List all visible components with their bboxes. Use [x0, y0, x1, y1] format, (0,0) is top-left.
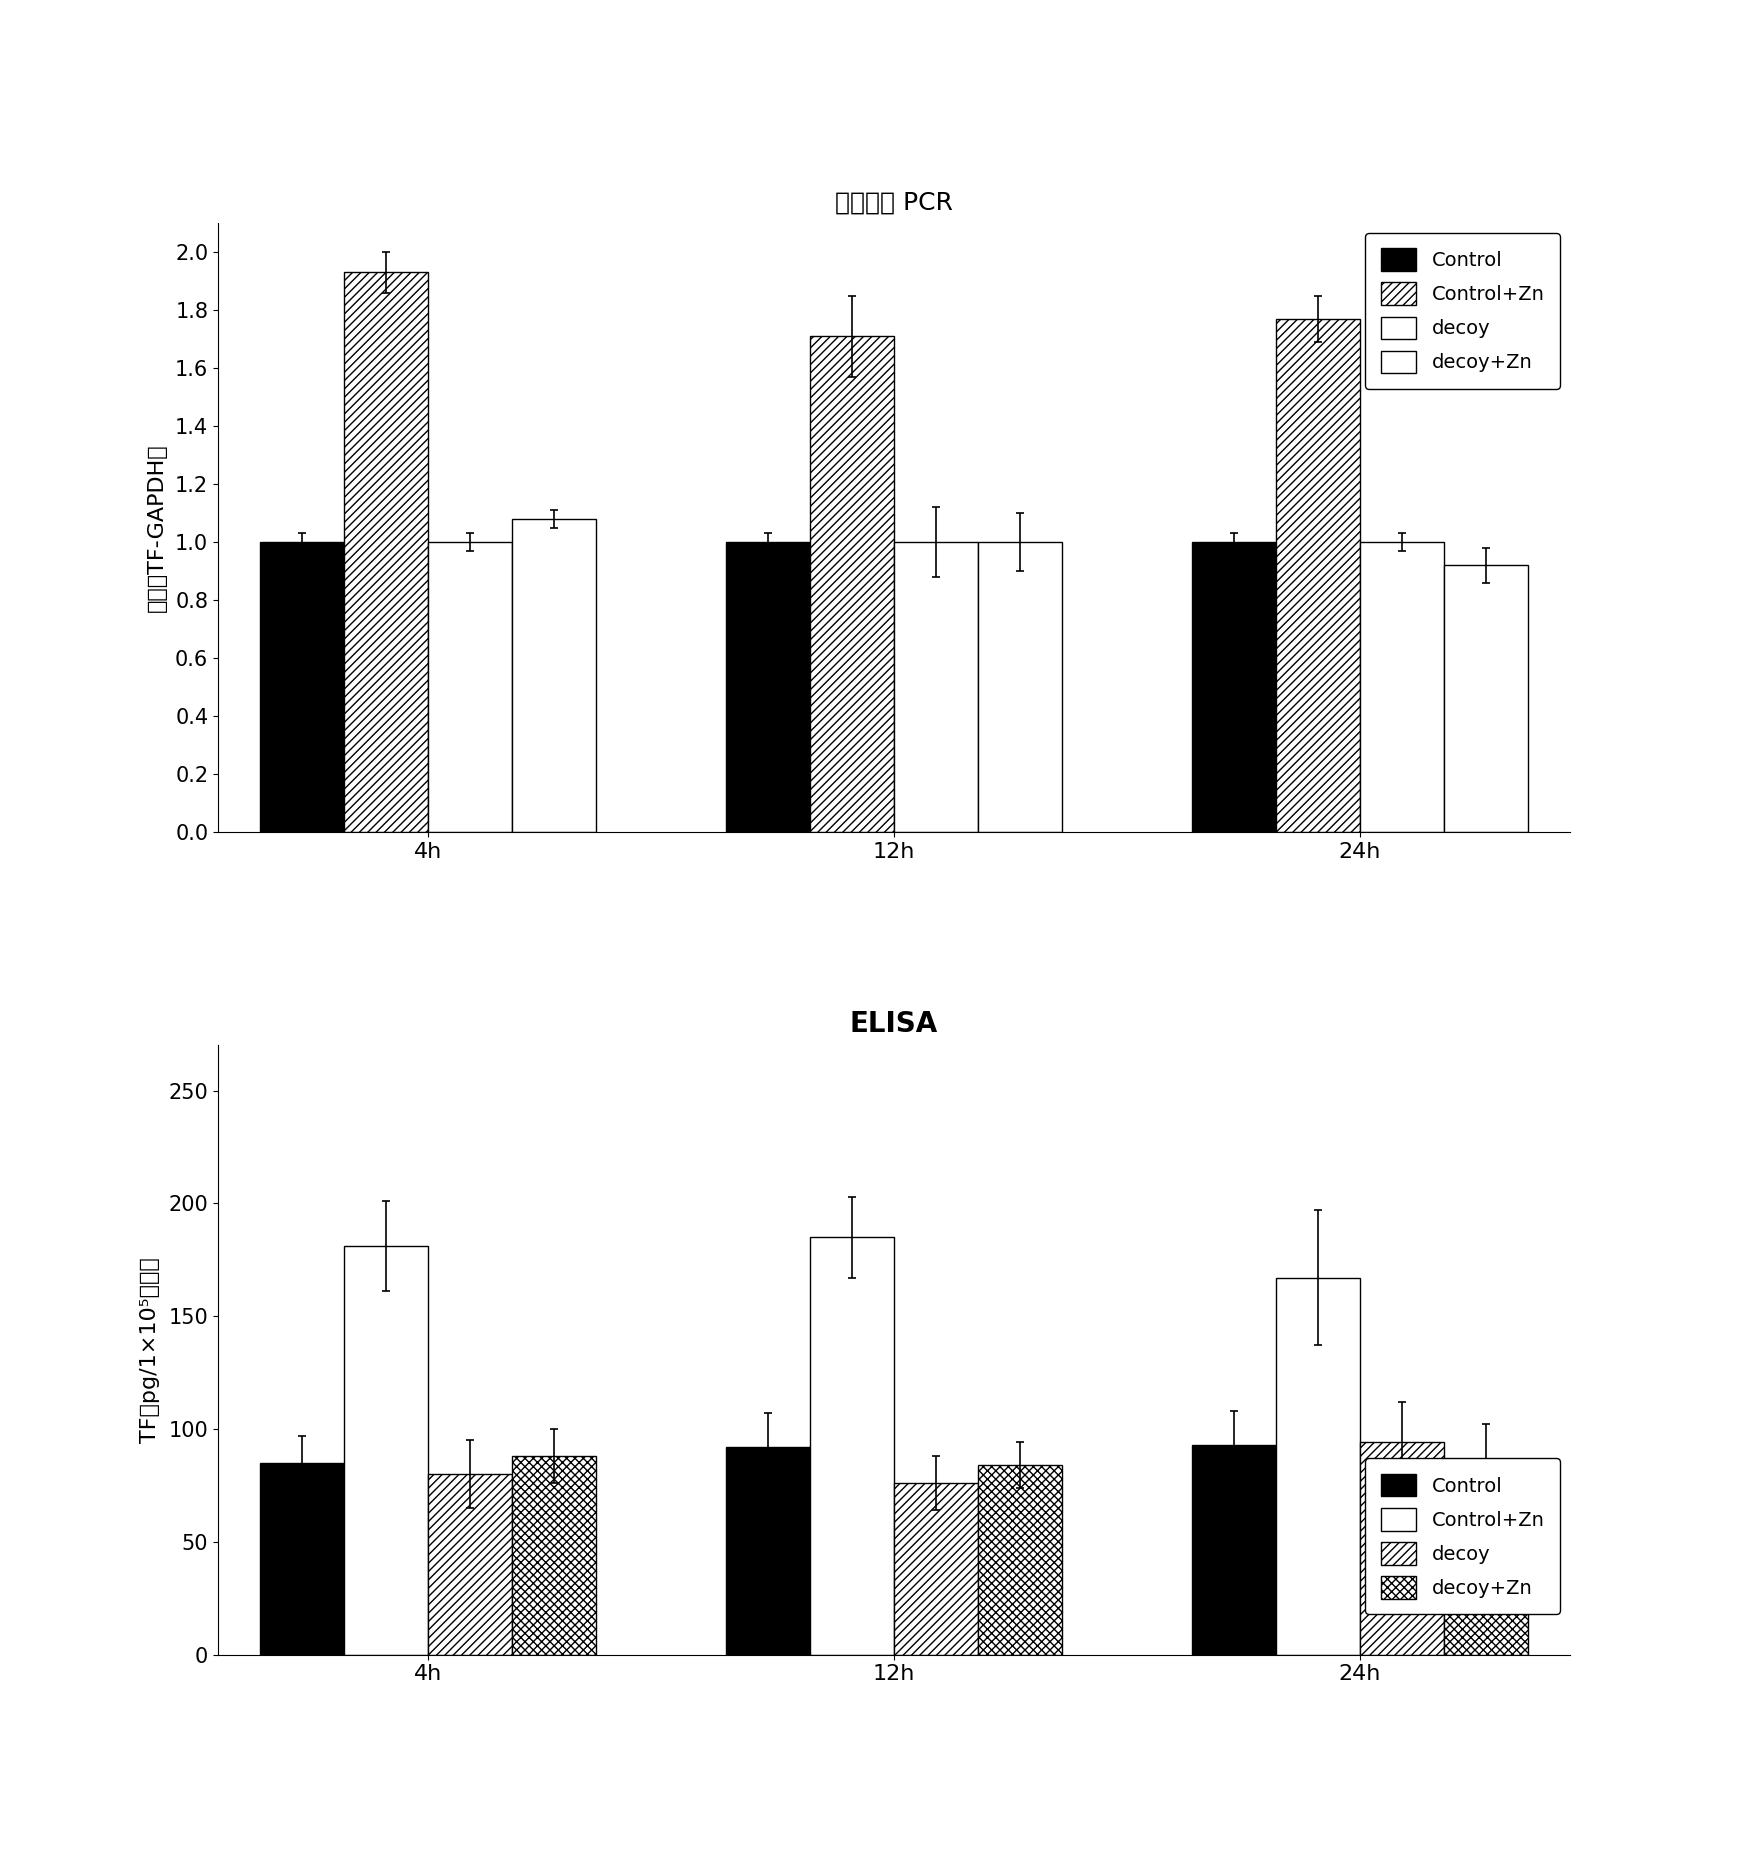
- Bar: [1444, 1474, 1528, 1655]
- Bar: [809, 336, 893, 833]
- Y-axis label: TF（pg/1×10⁵细胞）: TF（pg/1×10⁵细胞）: [140, 1257, 160, 1443]
- Bar: [1193, 543, 1277, 833]
- Bar: [511, 1456, 595, 1655]
- Bar: [809, 1236, 893, 1655]
- Y-axis label: 比率（TF-GAPDH）: 比率（TF-GAPDH）: [146, 442, 167, 612]
- Bar: [978, 1465, 1062, 1655]
- Legend: Control, Control+Zn, decoy, decoy+Zn: Control, Control+Zn, decoy, decoy+Zn: [1366, 232, 1559, 389]
- Bar: [1277, 318, 1360, 833]
- Bar: [1193, 1444, 1277, 1655]
- Bar: [893, 543, 978, 833]
- Bar: [1444, 565, 1528, 833]
- Bar: [1277, 1277, 1360, 1655]
- Bar: [260, 1463, 344, 1655]
- Bar: [260, 543, 344, 833]
- Bar: [344, 273, 427, 833]
- Bar: [427, 543, 511, 833]
- Bar: [978, 543, 1062, 833]
- Bar: [726, 543, 809, 833]
- Legend: Control, Control+Zn, decoy, decoy+Zn: Control, Control+Zn, decoy, decoy+Zn: [1366, 1459, 1559, 1614]
- Bar: [1360, 543, 1444, 833]
- Bar: [511, 519, 595, 833]
- Bar: [726, 1446, 809, 1655]
- Bar: [344, 1246, 427, 1655]
- Bar: [427, 1474, 511, 1655]
- Title: 实时定量 PCR: 实时定量 PCR: [835, 190, 952, 214]
- Bar: [893, 1483, 978, 1655]
- Bar: [1360, 1443, 1444, 1655]
- Title: ELISA: ELISA: [849, 1009, 938, 1037]
